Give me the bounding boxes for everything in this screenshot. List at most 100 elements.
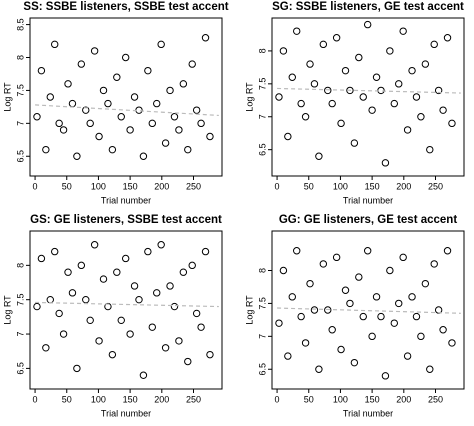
point [306,60,314,68]
point [372,73,381,81]
point [439,106,447,114]
x-axis-label: Trial number [101,408,151,418]
panel-title: GG: GE listeners, GE test accent [279,214,457,226]
point [315,365,323,373]
point [408,66,416,75]
point [166,282,174,290]
point [359,312,367,321]
point [184,145,192,154]
point [201,247,210,256]
y-tick-label: 6.5 [15,150,25,163]
point [46,295,54,304]
point [157,241,165,249]
point [104,99,112,108]
point [403,352,412,360]
x-tick-label: 0 [33,181,38,191]
point [408,293,416,301]
point [284,352,292,360]
point [157,40,165,49]
y-axis-label: Log RT [2,295,12,325]
point [310,80,319,88]
point [377,312,385,321]
x-tick-label: 200 [154,394,169,404]
point [301,339,310,347]
point [113,73,121,81]
point [33,302,41,311]
point [368,332,376,341]
point [55,309,63,318]
point [288,293,296,301]
panel-title: SS: SSBE listeners, SSBE test accent [23,1,228,13]
point [439,326,447,334]
y-tick-label: 8 [15,55,25,60]
point [166,86,174,95]
y-tick-label: 8 [257,48,267,53]
point [412,312,421,321]
point [297,99,305,108]
point [399,27,407,35]
x-tick-label: 250 [186,181,201,191]
x-tick-label: 0 [33,394,38,404]
point [306,279,314,288]
point [82,106,90,114]
point [139,152,148,160]
point [417,113,425,121]
point [332,253,341,262]
x-tick-label: 50 [62,181,72,191]
point [121,53,130,62]
y-tick-label: 7.5 [15,293,25,306]
point [104,302,112,311]
point [390,99,398,108]
x-tick-label: 150 [123,394,138,404]
point [310,306,319,314]
point [426,365,434,373]
point [148,323,156,331]
point [170,113,179,121]
point [95,132,103,141]
point [144,247,152,256]
point [341,286,350,294]
point [288,73,296,81]
x-axis-label: Trial number [343,195,393,205]
point [37,66,46,75]
plot-frame [271,17,465,177]
point [434,86,443,95]
point [386,266,394,275]
trend-line [277,87,461,94]
point [161,344,170,352]
x-tick-label: 50 [304,181,314,191]
point [59,126,68,134]
point [55,119,63,128]
point [279,266,288,275]
point [395,299,403,308]
point [206,132,214,141]
point [51,247,59,256]
point [86,119,94,128]
point [448,119,456,128]
x-tick-label: 0 [275,394,280,404]
x-tick-label: 200 [396,181,411,191]
point [293,27,301,35]
point [144,66,152,75]
x-axis-label: Trial number [101,195,151,205]
point [197,119,205,128]
point [337,119,345,128]
y-tick-label: 7.5 [257,78,267,91]
point [381,159,390,167]
point [153,99,161,108]
point [175,126,183,134]
point [346,86,354,95]
point [59,330,68,338]
x-tick-label: 50 [304,394,314,404]
point [170,302,179,311]
point [90,47,99,55]
y-tick-label: 8.5 [15,18,25,31]
y-tick-label: 7 [257,114,267,119]
y-tick-label: 8 [15,263,25,268]
point [42,145,50,154]
point [443,34,452,42]
x-tick-label: 250 [428,181,443,191]
point [64,80,72,88]
point [363,20,372,29]
point [126,330,134,338]
